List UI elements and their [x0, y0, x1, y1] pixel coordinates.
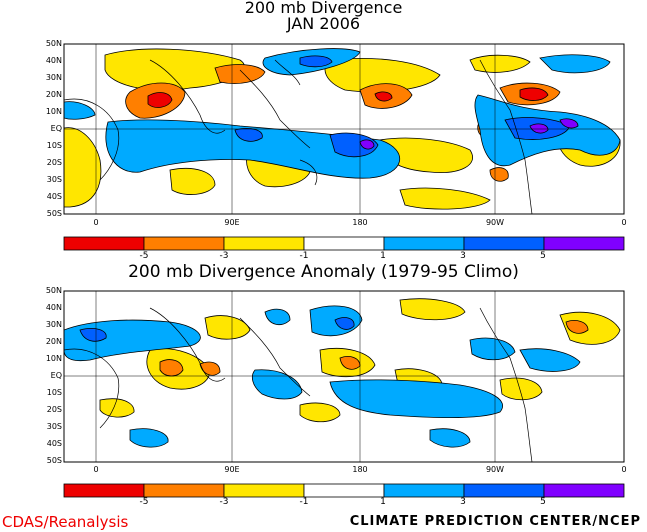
colorbar-label: 3 [460, 251, 466, 261]
colorbar-swatch [463, 236, 545, 251]
colorbar-swatch [63, 236, 145, 251]
lat-label: 50S [46, 456, 62, 465]
colorbar-swatch [383, 483, 465, 498]
lon-label: 180 [352, 218, 368, 227]
lat-label: 20N [45, 337, 62, 346]
colorbar-bottom [63, 483, 625, 498]
colorbar-swatch [223, 236, 305, 251]
colorbar-swatch [143, 236, 225, 251]
lat-label: 40S [46, 439, 62, 448]
lon-label: 90W [485, 465, 505, 474]
lat-label: 10N [45, 354, 62, 363]
colorbar-swatch [303, 236, 385, 251]
lat-label: 30S [46, 422, 62, 431]
divergence-anomaly-panel [64, 291, 624, 462]
colorbar-swatch [143, 483, 225, 498]
colorbar-label: -5 [139, 497, 149, 507]
colorbar-swatch [543, 236, 625, 251]
lat-label: 40N [45, 56, 62, 65]
lat-label: 50N [45, 39, 62, 48]
lon-label: 90E [224, 218, 240, 227]
lon-label: 0 [621, 465, 627, 474]
colorbar-label: 5 [540, 497, 546, 507]
lat-label: 10S [46, 141, 62, 150]
colorbar-label: -3 [219, 497, 229, 507]
panel2-title: 200 mb Divergence Anomaly (1979-95 Climo… [128, 262, 519, 282]
colorbar-label: -1 [299, 251, 309, 261]
colorbar-swatch [303, 483, 385, 498]
lon-label: 90E [224, 465, 240, 474]
colorbar-swatch [463, 483, 545, 498]
colorbar-swatch [63, 483, 145, 498]
lat-label: 40N [45, 303, 62, 312]
colorbar-label: 1 [380, 251, 386, 261]
lat-label: 40S [46, 192, 62, 201]
colorbar-label: -1 [299, 497, 309, 507]
lon-label: 0 [93, 218, 99, 227]
lat-label: 10S [46, 388, 62, 397]
lat-label: 20N [45, 90, 62, 99]
colorbar-label: 3 [460, 497, 466, 507]
lon-label: 180 [352, 465, 368, 474]
lat-label: 20S [46, 405, 62, 414]
lat-label: 50S [46, 209, 62, 218]
lat-label: 20S [46, 158, 62, 167]
lat-label: 30N [45, 320, 62, 329]
lat-label: EQ [50, 371, 62, 380]
lat-label: 10N [45, 107, 62, 116]
panel1-subtitle: JAN 2006 [286, 14, 361, 33]
credit-label: CLIMATE PREDICTION CENTER/NCEP [349, 514, 641, 529]
source-label: CDAS/Reanalysis [2, 513, 129, 531]
lat-label: EQ [50, 124, 62, 133]
colorbar-top [63, 236, 625, 251]
panel1-title: 200 mb Divergence [244, 0, 403, 17]
colorbar-label: 5 [540, 251, 546, 261]
lon-label: 90W [485, 218, 505, 227]
colorbar-swatch [383, 236, 465, 251]
colorbar-swatch [223, 483, 305, 498]
colorbar-label: 1 [380, 497, 386, 507]
lon-label: 0 [621, 218, 627, 227]
lat-label: 30S [46, 175, 62, 184]
lat-label: 50N [45, 286, 62, 295]
colorbar-label: -3 [219, 251, 229, 261]
colorbar-swatch [543, 483, 625, 498]
lat-label: 30N [45, 73, 62, 82]
lon-label: 0 [93, 465, 99, 474]
colorbar-label: -5 [139, 251, 149, 261]
